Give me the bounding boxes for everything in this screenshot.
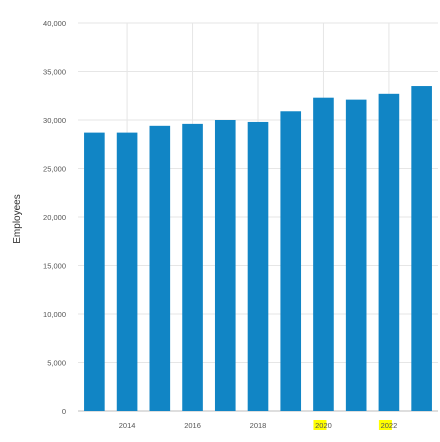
bar-2020 [313, 97, 334, 411]
y-tick-label: 35,000 [43, 68, 66, 77]
y-tick-label: 25,000 [43, 165, 66, 174]
x-tick-label: 2020 [315, 421, 332, 430]
y-tick-label: 30,000 [43, 116, 66, 125]
bar-2015 [149, 125, 171, 411]
bar-2022 [378, 93, 400, 411]
y-tick-label: 20,000 [43, 213, 66, 222]
bar-2019 [280, 111, 302, 412]
bar-2016 [182, 123, 203, 411]
y-tick-label: 40,000 [43, 19, 66, 28]
y-axis-title: Employees [12, 194, 23, 243]
y-tick-label: 15,000 [43, 262, 66, 271]
bar-2013 [84, 132, 105, 412]
y-axis-ticks: 0 5,000 10,000 15,000 20,000 25,000 30,000 35,0… [43, 19, 66, 416]
y-tick-label: 10,000 [43, 310, 66, 319]
bar-2018 [247, 121, 269, 411]
bar-2023 [411, 86, 432, 412]
tick-highlight [313, 420, 327, 430]
y-tick-label: 0 [62, 407, 66, 416]
x-axis-ticks: 2014 2016 2018 2020 2022 [119, 420, 398, 430]
x-tick-label: 2014 [119, 421, 136, 430]
bar-2014 [116, 132, 138, 412]
bar-2021 [345, 99, 367, 411]
x-tick-label: 2016 [184, 421, 201, 430]
x-tick-label: 2018 [250, 421, 267, 430]
bars-group [84, 86, 432, 412]
tick-highlight [378, 420, 392, 430]
bar-2017 [214, 120, 236, 411]
x-tick-label: 2022 [381, 421, 398, 430]
y-tick-label: 5,000 [47, 359, 66, 368]
